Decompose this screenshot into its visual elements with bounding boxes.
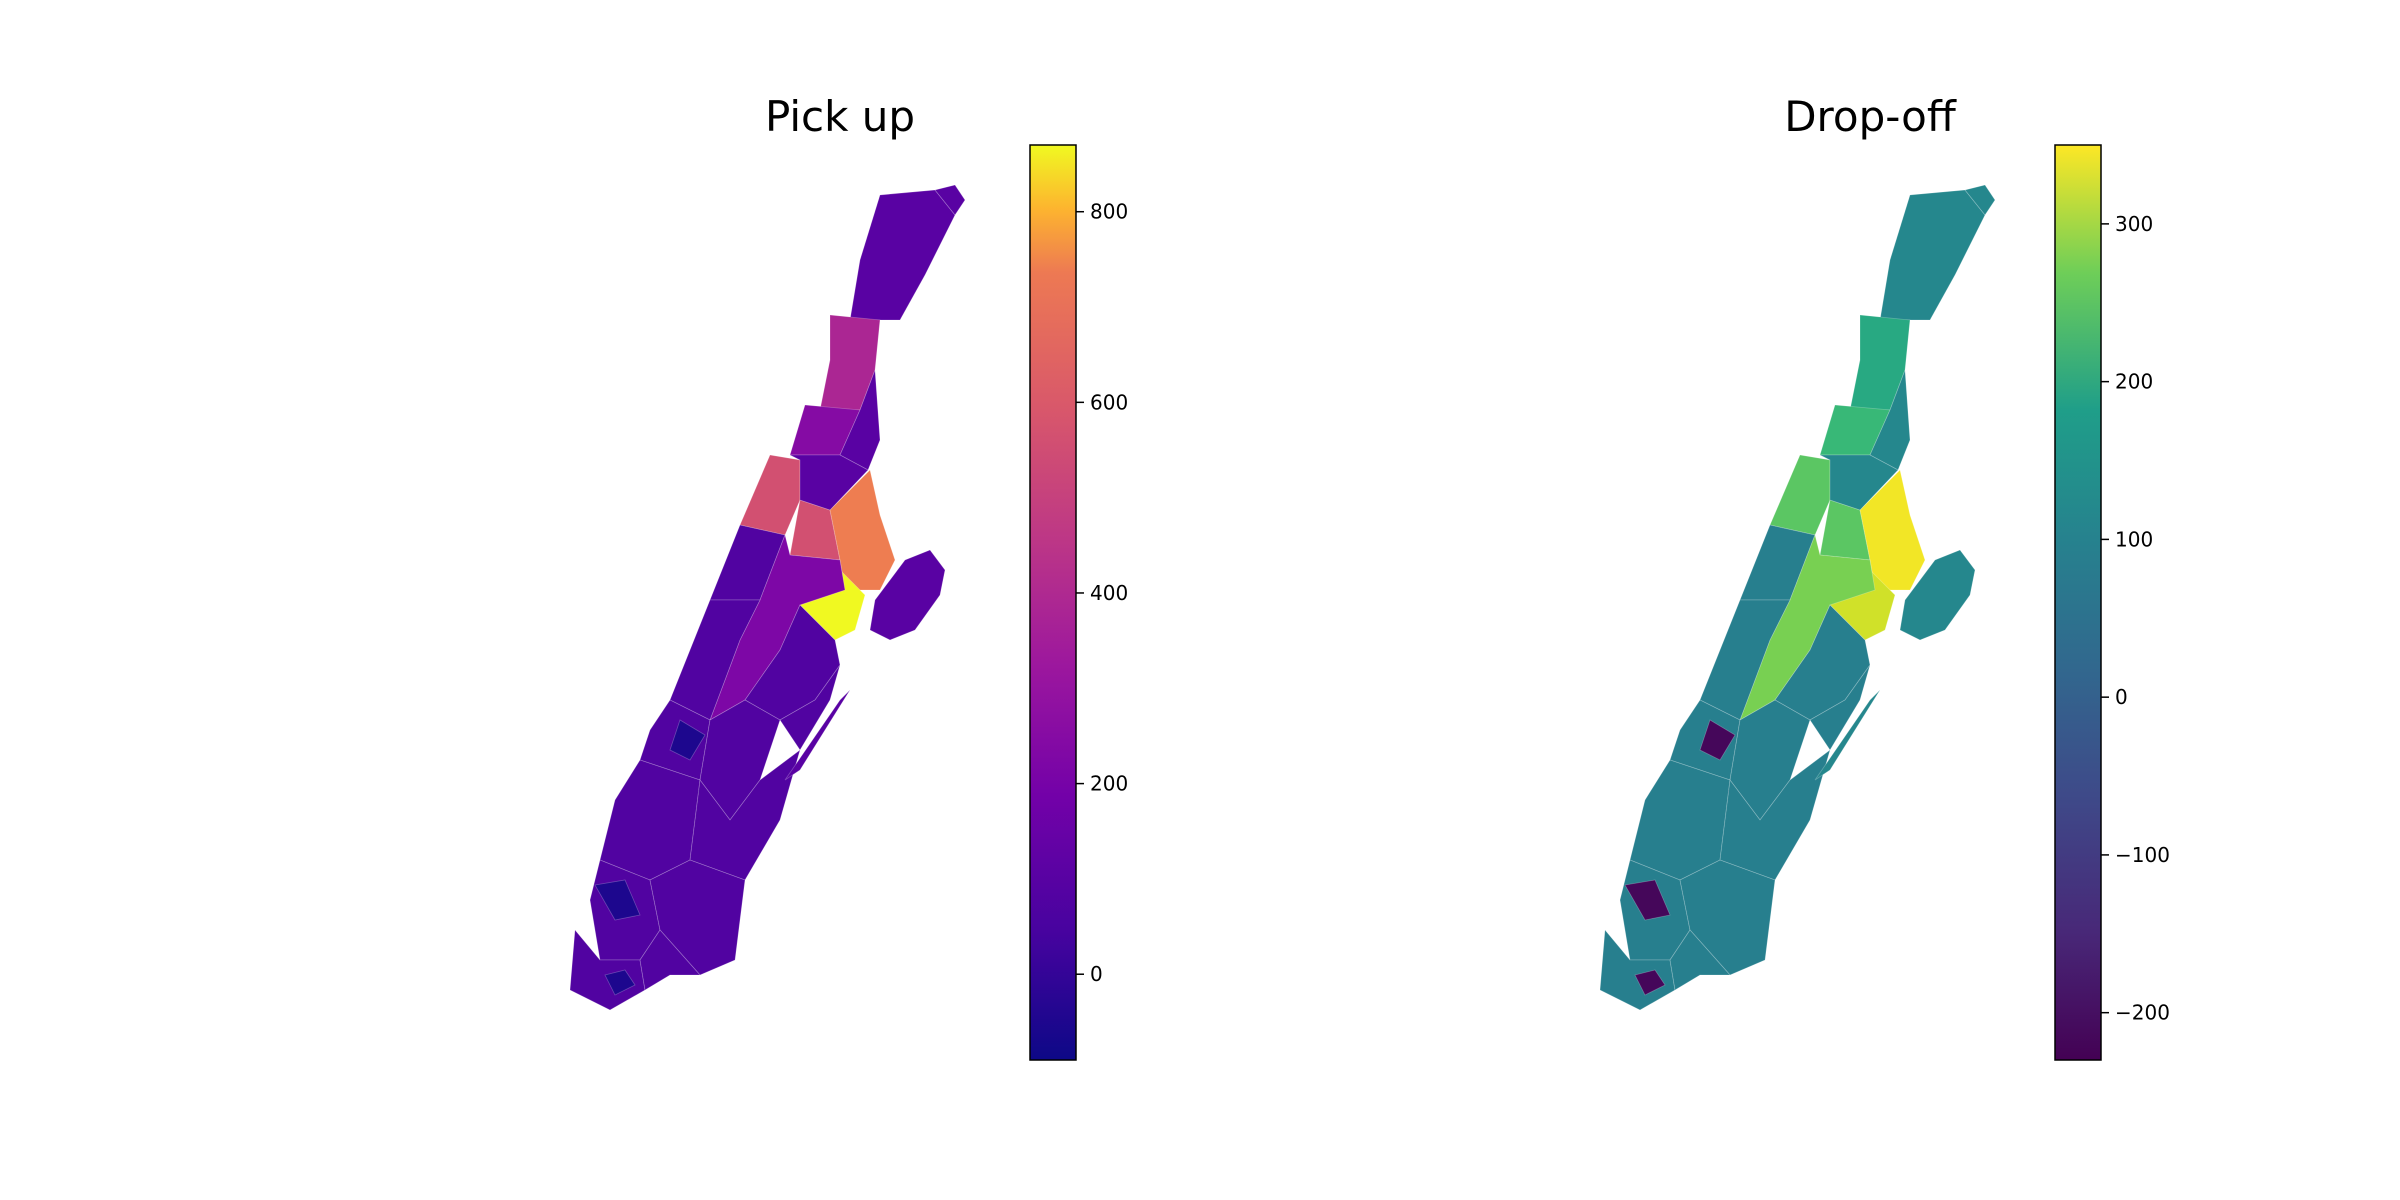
dropoff-tick-label: −100 [2115,843,2170,867]
pickup-title: Pick up [764,92,916,141]
dropoff-tick-label: −200 [2115,1001,2170,1025]
dropoff-region [1624,879,1671,921]
dropoff-region [1699,719,1736,761]
dropoff-map [1599,184,1996,1011]
pickup-region [669,719,706,761]
dropoff-region [1669,929,1731,991]
pickup-region [784,689,851,781]
pickup-region [869,549,946,641]
dropoff-region [1719,748,1831,881]
dropoff-region [1964,184,1996,216]
dropoff-colorbar-ticks: 300 200 100 0 −100 −200 [2101,212,2170,1025]
pickup-region [639,929,701,991]
pickup-region [599,759,701,881]
dropoff-tick-label: 200 [2115,370,2153,394]
pickup-tick-label: 200 [1090,772,1128,796]
pickup-tick-label: 400 [1090,581,1128,605]
dropoff-region [1629,759,1731,881]
dropoff-region [1634,969,1666,996]
dropoff-region [1769,454,1831,536]
pickup-colorbar-ticks: 800 600 400 200 0 [1076,200,1128,986]
pickup-region [569,928,646,1011]
dropoff-region [1809,664,1871,751]
dropoff-tick-label: 100 [2115,527,2153,551]
dropoff-region [1814,689,1881,781]
pickup-tick-label: 800 [1090,200,1128,224]
pickup-tick-label: 600 [1090,390,1128,414]
pickup-map [569,184,966,1011]
dropoff-region [1899,549,1976,641]
pickup-region [849,189,956,321]
dropoff-colorbar [2054,144,2102,1061]
pickup-region [594,879,641,921]
pickup-region [934,184,966,216]
dropoff-region [1819,454,1899,511]
pickup-region [779,664,841,751]
pickup-region [689,748,801,881]
dropoff-tick-label: 300 [2115,212,2153,236]
pickup-region [604,969,636,996]
dropoff-region [1869,369,1911,471]
pickup-tick-label: 0 [1090,962,1103,986]
dropoff-region [1879,189,1986,321]
dropoff-region [1599,928,1676,1011]
dropoff-tick-label: 0 [2115,685,2128,709]
pickup-region [789,454,869,511]
pickup-region [839,369,881,471]
pickup-region [739,454,801,536]
pickup-colorbar [1029,144,1077,1061]
dropoff-title: Drop-off [1784,92,1956,141]
